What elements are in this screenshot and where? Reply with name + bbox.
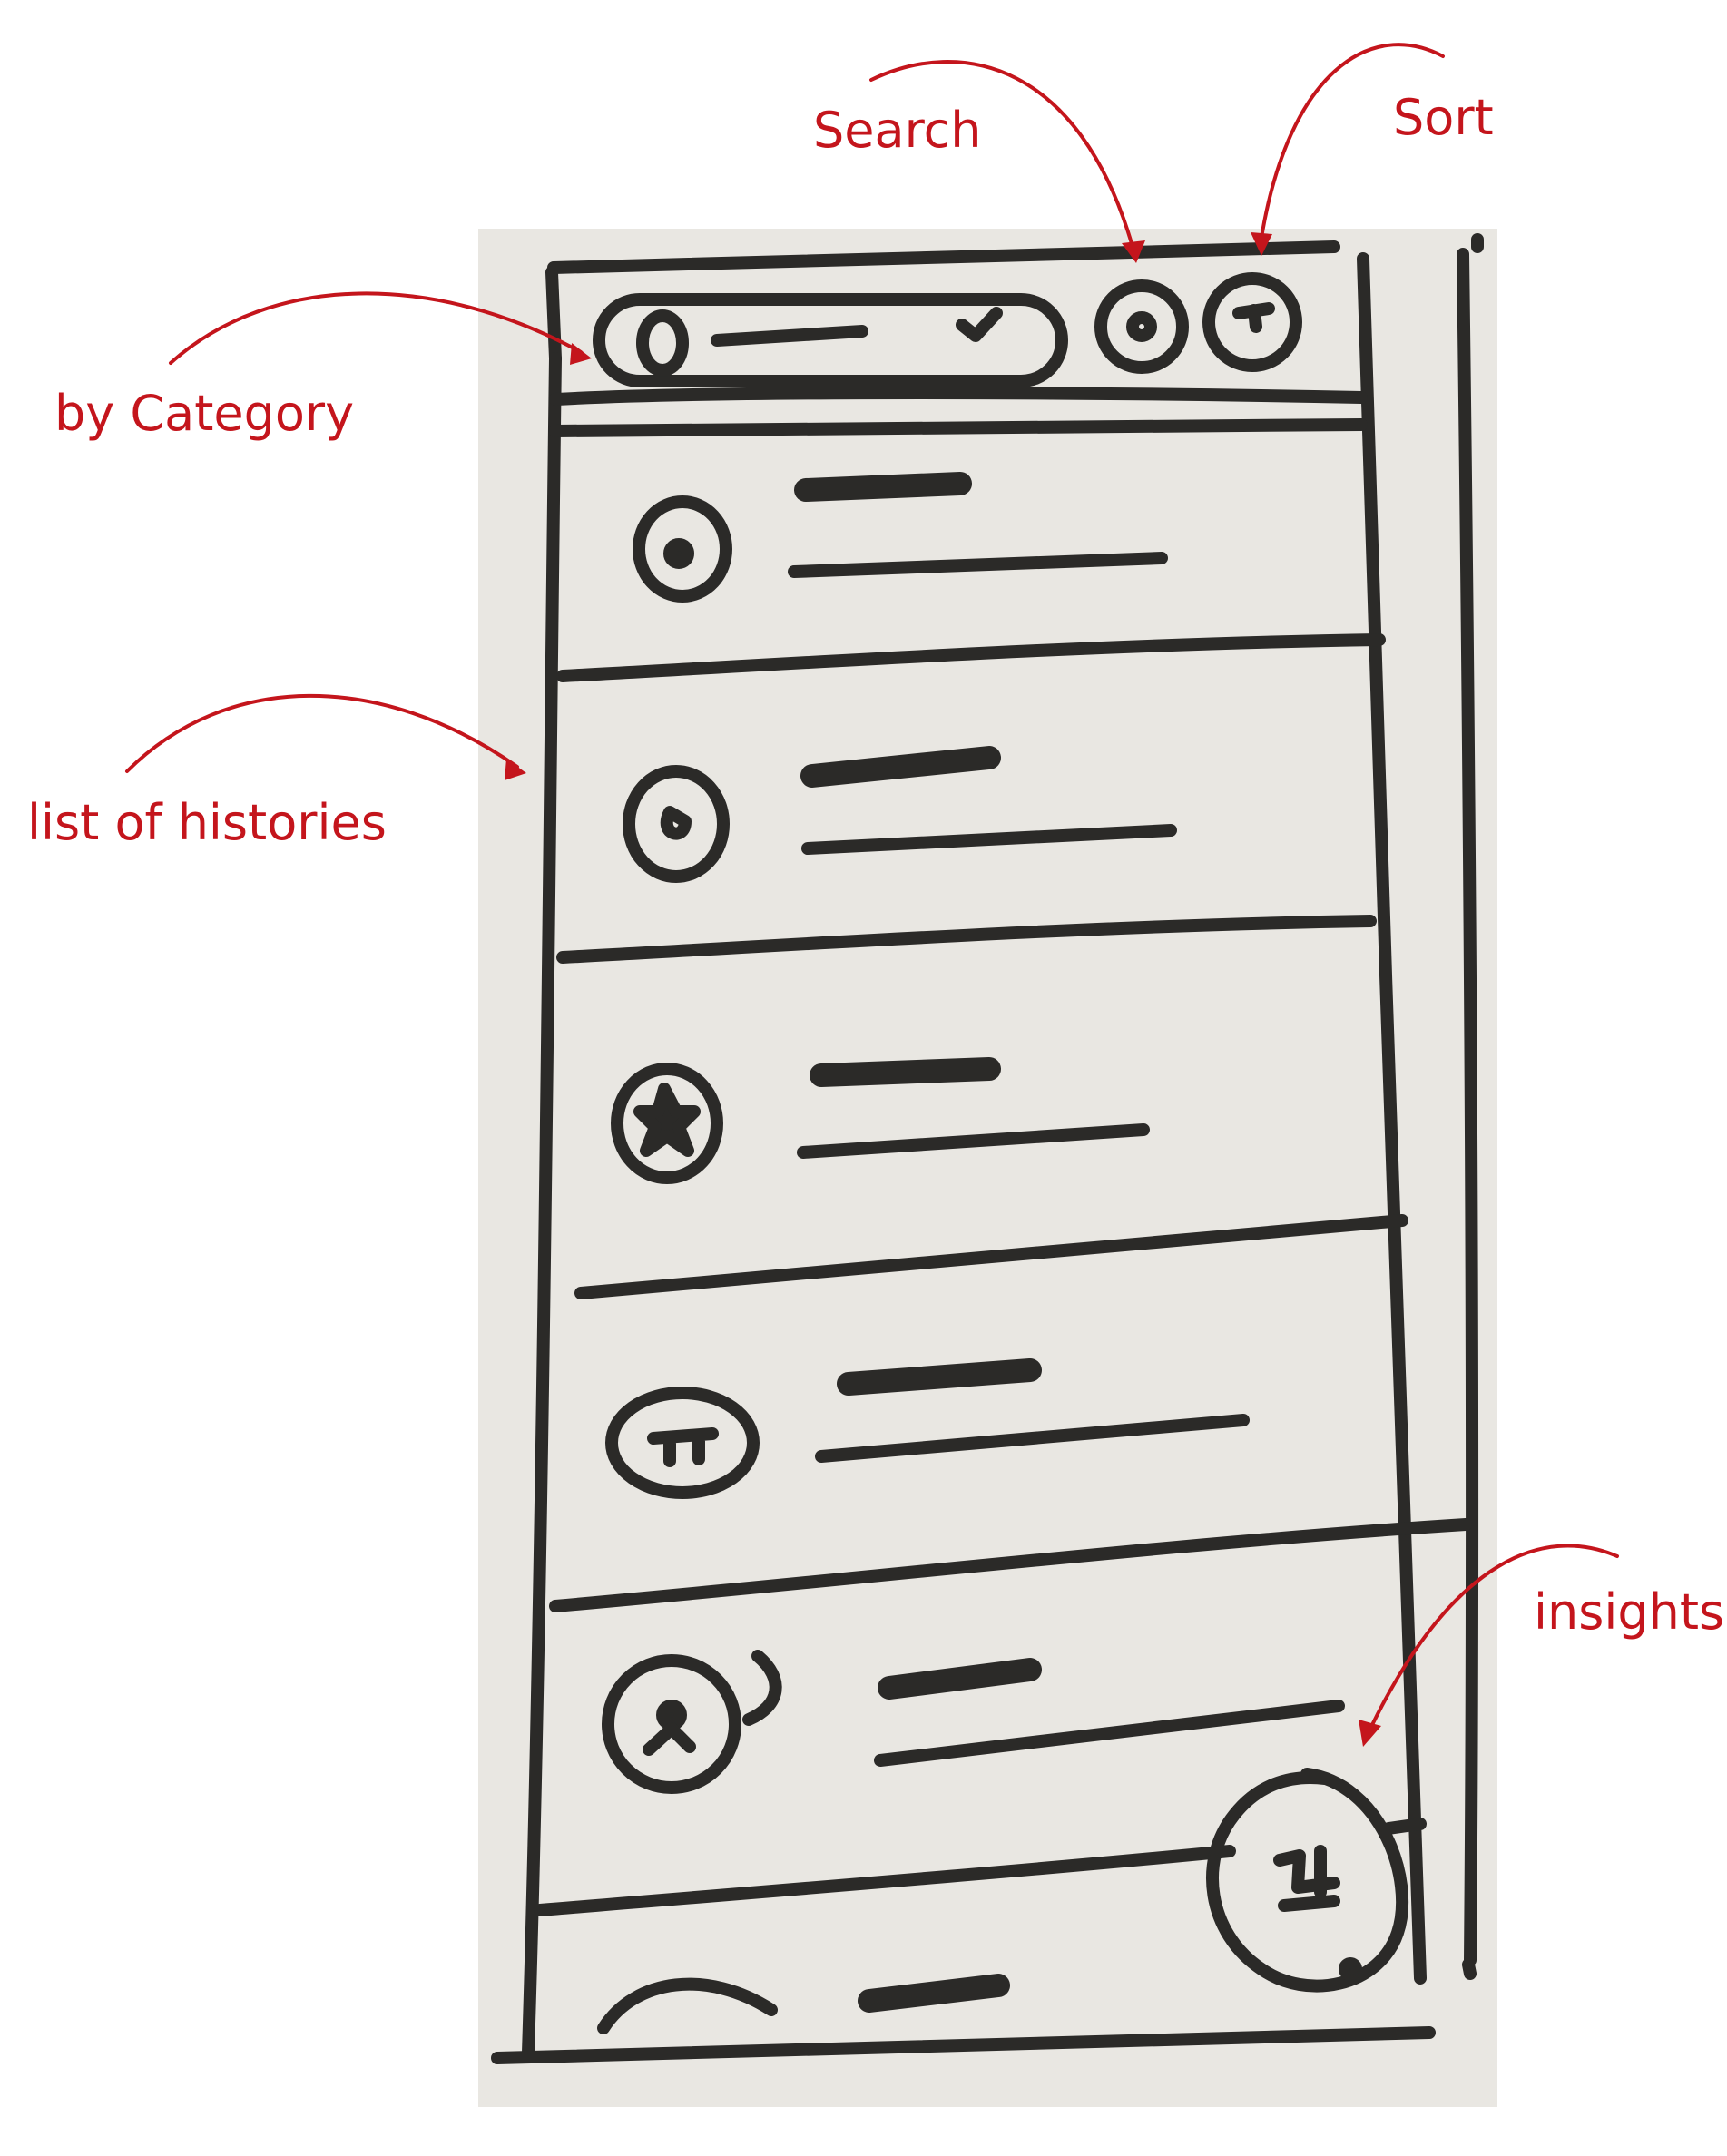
row-4-sketch xyxy=(605,1358,1250,1499)
phone-frame xyxy=(491,233,1484,2064)
pi-icon xyxy=(613,1393,753,1493)
histories-arrow xyxy=(125,693,519,773)
history-item[interactable] xyxy=(558,436,1366,671)
annotation-sort: Sort xyxy=(1393,89,1494,146)
annotation-by-category: by Category xyxy=(54,385,355,442)
histories-arrowhead xyxy=(505,759,526,780)
search-arrowhead xyxy=(1122,240,1145,263)
sort-arrow xyxy=(1260,43,1445,240)
sort-icon xyxy=(1223,293,1281,351)
person-icon xyxy=(608,1661,735,1788)
annotation-insights: insights xyxy=(1534,1583,1725,1641)
history-item[interactable] xyxy=(558,957,1366,1284)
toolbar-sketch xyxy=(549,272,1368,437)
annotation-arrows xyxy=(125,43,1619,1747)
insights-icon xyxy=(1271,1842,1343,1915)
row-1-sketch xyxy=(633,472,1168,603)
sort-arrowhead xyxy=(1251,232,1272,256)
circle-icon xyxy=(631,304,685,377)
search-icon xyxy=(1114,299,1169,354)
category-arrow xyxy=(169,291,583,365)
search-button[interactable] xyxy=(1096,281,1187,372)
category-dropdown[interactable] xyxy=(594,295,1066,386)
insights-arrow xyxy=(1369,1544,1619,1730)
row-2-sketch xyxy=(623,746,1177,883)
insights-arrowhead xyxy=(1359,1720,1381,1747)
sort-button[interactable] xyxy=(1205,275,1300,369)
bottom-row-sketch xyxy=(597,1974,1010,2034)
insights-fab-sketch xyxy=(1206,1768,1409,1993)
row-5-sketch xyxy=(602,1650,1345,1794)
chevron-down-icon xyxy=(953,304,1007,358)
annotation-search: Search xyxy=(813,102,982,159)
annotation-list-of-histories: list of histories xyxy=(27,794,387,851)
history-list[interactable] xyxy=(558,436,1366,1878)
category-arrowhead xyxy=(570,343,592,365)
dot-circle-icon xyxy=(635,499,726,599)
star-icon xyxy=(617,1093,717,1202)
insights-fab[interactable] xyxy=(1207,1769,1407,1996)
search-arrow xyxy=(869,60,1134,249)
list-dividers xyxy=(534,633,1472,1916)
row-3-sketch xyxy=(611,1057,1150,1184)
history-item[interactable] xyxy=(558,1293,1366,1597)
history-item[interactable] xyxy=(558,676,1366,948)
